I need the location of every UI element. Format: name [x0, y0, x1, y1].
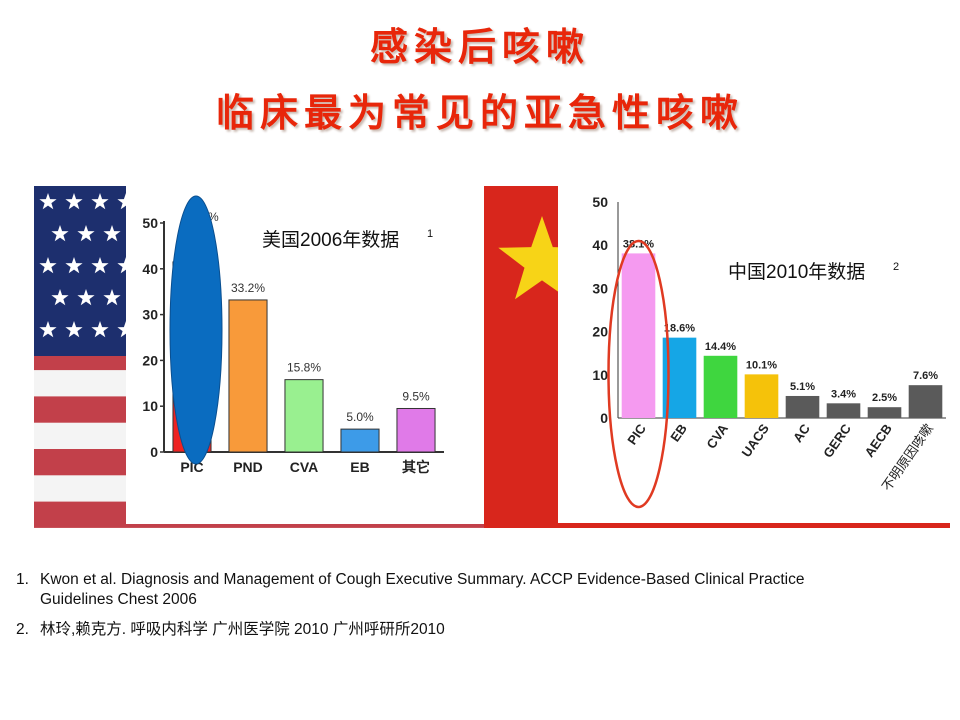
reference-2: 2. 林玲,赖克方. 呼吸内科学 广州医学院 2010 广州呼研所2010 [16, 620, 816, 640]
y-tick-label: 40 [592, 237, 608, 253]
y-tick-label: 50 [142, 215, 158, 231]
x-tick-label: EB [350, 459, 369, 475]
bar-其它 [396, 407, 436, 453]
us-chart-panel: 0 10 20 30 40 50 PIC 33.2% PND 15.8% CVA 5.0% EB 9.5%… [34, 186, 486, 528]
y-tick-label: 30 [142, 307, 158, 323]
data-label: 5.0% [346, 410, 374, 424]
x-tick-label: 其它 [402, 459, 430, 475]
bar-PND [228, 299, 268, 453]
bar-PIC [621, 253, 656, 418]
data-label: 7.6% [913, 370, 938, 382]
data-label: 2.5% [872, 392, 897, 404]
data-label: 15.8% [287, 361, 321, 375]
data-label: 5.1% [790, 381, 815, 393]
data-label: % [208, 210, 219, 224]
x-tick-label: CVA [290, 459, 319, 475]
cn-chart: 0102030405038.1%PIC18.6%EB14.4%CVA10.1%U… [498, 186, 950, 527]
bar-AECB [867, 407, 902, 418]
data-label: 10.1% [746, 359, 777, 371]
chart-title-superscript: 1 [427, 228, 433, 240]
reference-number: 2. [16, 621, 29, 638]
bar-不明原因咳嗽 [908, 385, 943, 418]
reference-text: Kwon et al. Diagnosis and Management of … [40, 571, 805, 608]
slide-title-line2: 临床最为常见的亚急性咳嗽 [215, 90, 744, 135]
bar-CVA [284, 379, 324, 453]
y-tick-label: 50 [592, 194, 608, 210]
y-tick-label: 20 [592, 324, 608, 340]
reference-1: 1. Kwon et al. Diagnosis and Management … [16, 570, 816, 610]
highlight-ellipse [169, 195, 223, 465]
bar-GERC [826, 403, 861, 418]
cn-flag [498, 216, 586, 300]
reference-number: 1. [16, 571, 29, 588]
slide-title-line1: 感染后咳嗽 [369, 24, 590, 69]
cn-chart-panel: 0 10 20 30 40 50 38.1% PIC 18.6% EB 14.4% CVA 10.1% U… [484, 186, 950, 528]
chart-title: 美国2006年数据 [262, 229, 399, 251]
y-tick-label: 30 [592, 280, 608, 296]
y-tick-label: 20 [142, 352, 158, 368]
y-tick-label: 40 [142, 261, 158, 277]
y-tick-label: 10 [592, 367, 608, 383]
reference-text: 林玲,赖克方. 呼吸内科学 广州医学院 2010 广州呼研所2010 [40, 621, 445, 638]
x-tick-label: PND [233, 459, 263, 475]
us-chart: 01020304050PIC33.2%PND15.8%CVA5.0%EB9.5%… [34, 186, 486, 528]
references: 1. Kwon et al. Diagnosis and Management … [16, 570, 816, 650]
bar-EB [340, 428, 380, 453]
bar-CVA [703, 355, 738, 418]
chart-title: 中国2010年数据 [728, 261, 865, 283]
bar-UACS [744, 374, 779, 418]
y-tick-label: 0 [600, 410, 608, 426]
highlight-ellipse [607, 239, 670, 509]
bar-AC [785, 395, 820, 418]
data-label: 14.4% [705, 341, 736, 353]
data-label: 33.2% [231, 281, 265, 295]
data-label: 3.4% [831, 388, 856, 400]
data-label: 18.6% [664, 323, 695, 335]
data-label: 9.5% [402, 389, 430, 403]
chart-title-superscript: 2 [893, 261, 899, 273]
y-tick-label: 10 [142, 398, 158, 414]
y-tick-label: 0 [150, 444, 158, 460]
